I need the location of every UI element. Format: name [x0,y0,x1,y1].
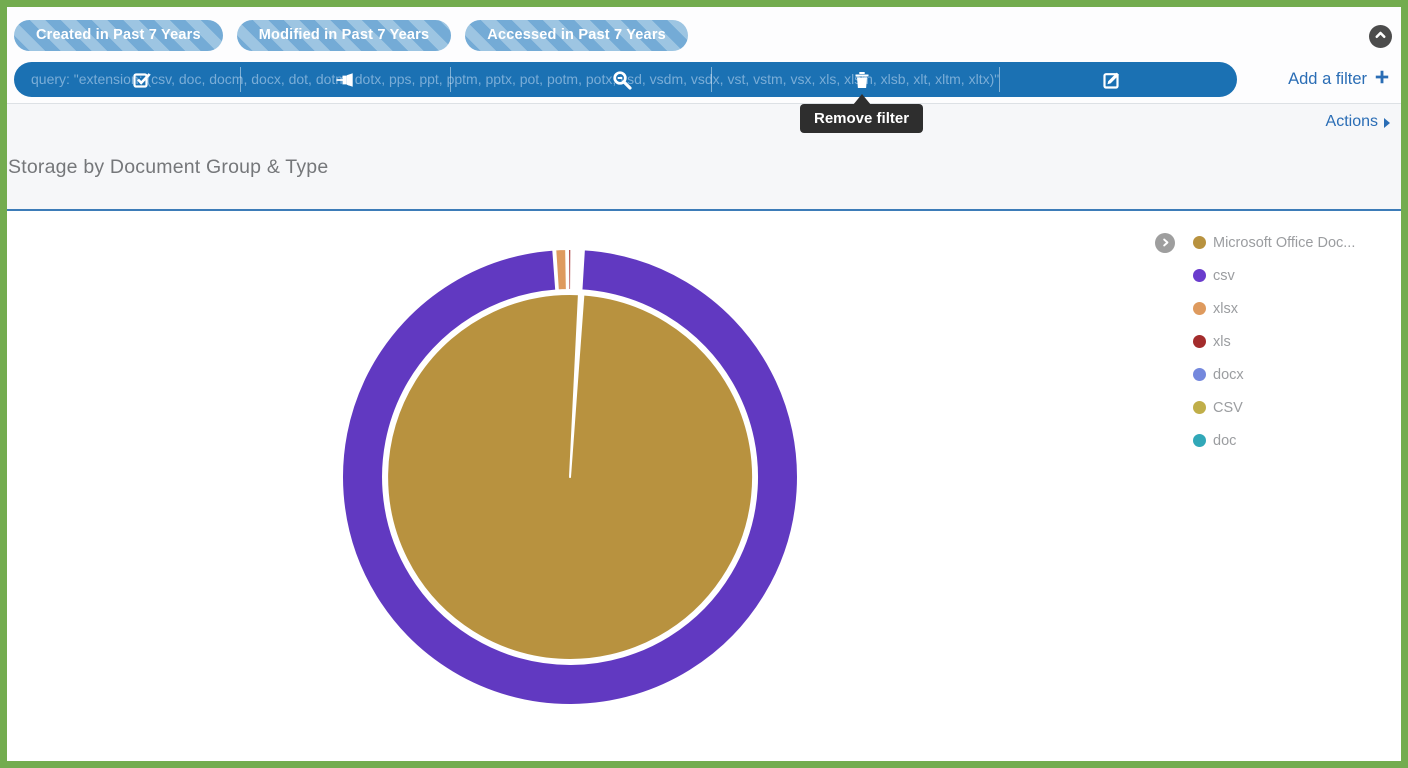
legend-color-dot [1193,401,1206,414]
filter-pill-row: Created in Past 7 Years Modified in Past… [14,20,688,51]
sub-header [7,103,1401,209]
legend-color-dot [1193,269,1206,282]
filter-pill-modified[interactable]: Modified in Past 7 Years [236,20,452,51]
actions-menu-button[interactable]: Actions [1326,111,1390,133]
legend-item-csv[interactable]: csv [1155,259,1401,292]
filter-pill-accessed[interactable]: Accessed in Past 7 Years [465,20,688,51]
sunburst-segment-inner-group[interactable] [386,293,755,662]
legend-color-dot [1193,335,1206,348]
add-filter-button[interactable]: Add a filter [1288,62,1390,97]
legend-label: xls [1213,333,1231,350]
edit-icon[interactable] [1102,70,1122,90]
legend-expand-icon[interactable] [1155,232,1175,253]
caret-right-icon [1384,117,1390,128]
query-filter-text: query: "extension: (csv, doc, docm, docx… [31,71,1000,87]
sunburst-segment-docx[interactable] [571,248,577,292]
legend-item-xls[interactable]: xls [1155,325,1401,358]
legend-label: docx [1213,366,1244,383]
panel-divider [7,209,1401,211]
sunburst-segment-doc[interactable] [577,248,583,292]
pin-icon[interactable] [335,70,355,90]
sunburst-chart [341,247,799,706]
sunburst-segment-xls[interactable] [567,247,573,292]
plus-icon [1374,69,1390,90]
legend-label: Microsoft Office Doc... [1213,234,1356,251]
query-separator [999,67,1000,92]
query-separator [240,67,241,92]
chevron-up-icon [1373,27,1388,47]
trash-icon[interactable] [852,70,872,90]
tooltip-text: Remove filter [800,104,924,133]
query-separator [711,67,712,92]
checkbox-icon[interactable] [132,70,152,90]
query-separator [450,67,451,92]
remove-filter-tooltip: Remove filter [800,93,924,133]
add-filter-label: Add a filter [1288,70,1367,88]
sunburst-segment-csv[interactable] [341,248,799,706]
legend-label: xlsx [1213,300,1238,317]
legend-item-docx[interactable]: docx [1155,358,1401,391]
legend-color-dot [1193,434,1206,447]
legend-label: doc [1213,432,1237,449]
legend-item-xlsx[interactable]: xlsx [1155,292,1401,325]
legend-item-csv[interactable]: CSV [1155,391,1401,424]
tooltip-arrow [853,94,871,105]
legend-item-doc[interactable]: doc [1155,424,1401,457]
sunburst-segment-xlsx[interactable] [554,248,568,292]
legend-label: csv [1213,267,1235,284]
legend-label: CSV [1213,399,1243,416]
actions-label: Actions [1325,113,1378,130]
sunburst-segment-CSV[interactable] [574,248,580,292]
legend-color-dot [1193,302,1206,315]
legend-color-dot [1193,368,1206,381]
filter-pill-created[interactable]: Created in Past 7 Years [14,20,223,51]
page-title: Storage by Document Group & Type [8,156,329,178]
zoom-icon[interactable] [612,70,632,90]
query-filter-pill[interactable]: query: "extension: (csv, doc, docm, docx… [14,62,1237,97]
chart-legend: Microsoft Office Doc... csv xlsx xls docx CSV… [1155,226,1401,457]
collapse-filters-button[interactable] [1369,25,1392,48]
legend-color-dot [1193,236,1206,249]
legend-item-microsoft-office-doc[interactable]: Microsoft Office Doc... [1155,226,1401,259]
